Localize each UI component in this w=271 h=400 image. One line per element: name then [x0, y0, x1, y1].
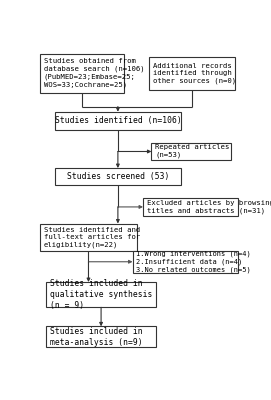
FancyBboxPatch shape — [47, 326, 156, 347]
Text: Additional records
identified through
other sources (n=0): Additional records identified through ot… — [153, 63, 236, 84]
Text: Studies included in
meta-analysis (n=9): Studies included in meta-analysis (n=9) — [50, 327, 143, 347]
FancyBboxPatch shape — [47, 282, 156, 307]
Text: Studies identified (n=106): Studies identified (n=106) — [54, 116, 181, 125]
FancyBboxPatch shape — [151, 142, 231, 160]
FancyBboxPatch shape — [149, 57, 235, 90]
FancyBboxPatch shape — [143, 198, 238, 216]
FancyBboxPatch shape — [40, 224, 137, 251]
Text: Repeated articles
(n=53): Repeated articles (n=53) — [155, 144, 230, 158]
Text: Studies screened (53): Studies screened (53) — [67, 172, 169, 181]
FancyBboxPatch shape — [133, 251, 238, 273]
Text: Excluded articles by browsing
titles and abstracts (n=31): Excluded articles by browsing titles and… — [147, 200, 271, 214]
Text: Studies included in
qualitative synthesis
(n = 9): Studies included in qualitative synthesi… — [50, 279, 153, 310]
FancyBboxPatch shape — [55, 168, 181, 185]
FancyBboxPatch shape — [40, 54, 124, 93]
Text: Studies obtained from
database search (n=106)
(PubMED=23;Embase=25;
WOS=33;Cochr: Studies obtained from database search (n… — [44, 58, 145, 88]
Text: 1.Wrong interventions (n=4)
2.Insufficient data (n=4)
3.No related outcomes (n=5: 1.Wrong interventions (n=4) 2.Insufficie… — [136, 250, 251, 273]
Text: Studies identified and
full-text articles for
eligibility(n=22): Studies identified and full-text article… — [44, 227, 140, 248]
FancyBboxPatch shape — [55, 112, 181, 130]
